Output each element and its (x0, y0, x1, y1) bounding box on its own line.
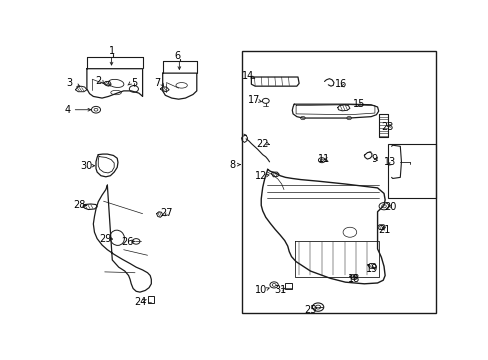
Text: 11: 11 (317, 154, 329, 164)
Bar (242, 51, 435, 312)
Text: 1: 1 (108, 46, 114, 56)
Text: 21: 21 (377, 225, 389, 235)
Bar (285, 283, 292, 289)
Bar (387, 144, 435, 198)
Text: 5: 5 (130, 77, 137, 87)
Text: 17: 17 (247, 95, 259, 105)
Text: 8: 8 (229, 159, 235, 170)
Text: 30: 30 (81, 161, 93, 171)
Text: 24: 24 (134, 297, 146, 307)
Bar (147, 296, 154, 303)
Text: 28: 28 (73, 201, 85, 210)
Text: 14: 14 (242, 71, 254, 81)
Text: 9: 9 (371, 154, 377, 164)
Text: 18: 18 (347, 274, 360, 284)
Text: 13: 13 (383, 157, 395, 167)
Text: 16: 16 (335, 79, 347, 89)
Text: 23: 23 (381, 122, 393, 132)
Text: 26: 26 (121, 237, 133, 247)
Text: 3: 3 (66, 78, 72, 89)
Text: 19: 19 (365, 264, 377, 274)
Text: 20: 20 (384, 202, 396, 212)
Text: 15: 15 (352, 99, 365, 109)
Text: 7: 7 (154, 77, 161, 87)
Text: 29: 29 (100, 234, 112, 244)
Text: 6: 6 (174, 51, 181, 61)
Text: 12: 12 (254, 171, 266, 181)
Text: 4: 4 (64, 105, 70, 115)
Text: 27: 27 (160, 208, 172, 218)
Text: 22: 22 (256, 139, 268, 149)
Text: 10: 10 (254, 285, 266, 296)
Text: 2: 2 (95, 76, 101, 86)
Text: 31: 31 (273, 285, 285, 296)
Text: 25: 25 (304, 305, 316, 315)
